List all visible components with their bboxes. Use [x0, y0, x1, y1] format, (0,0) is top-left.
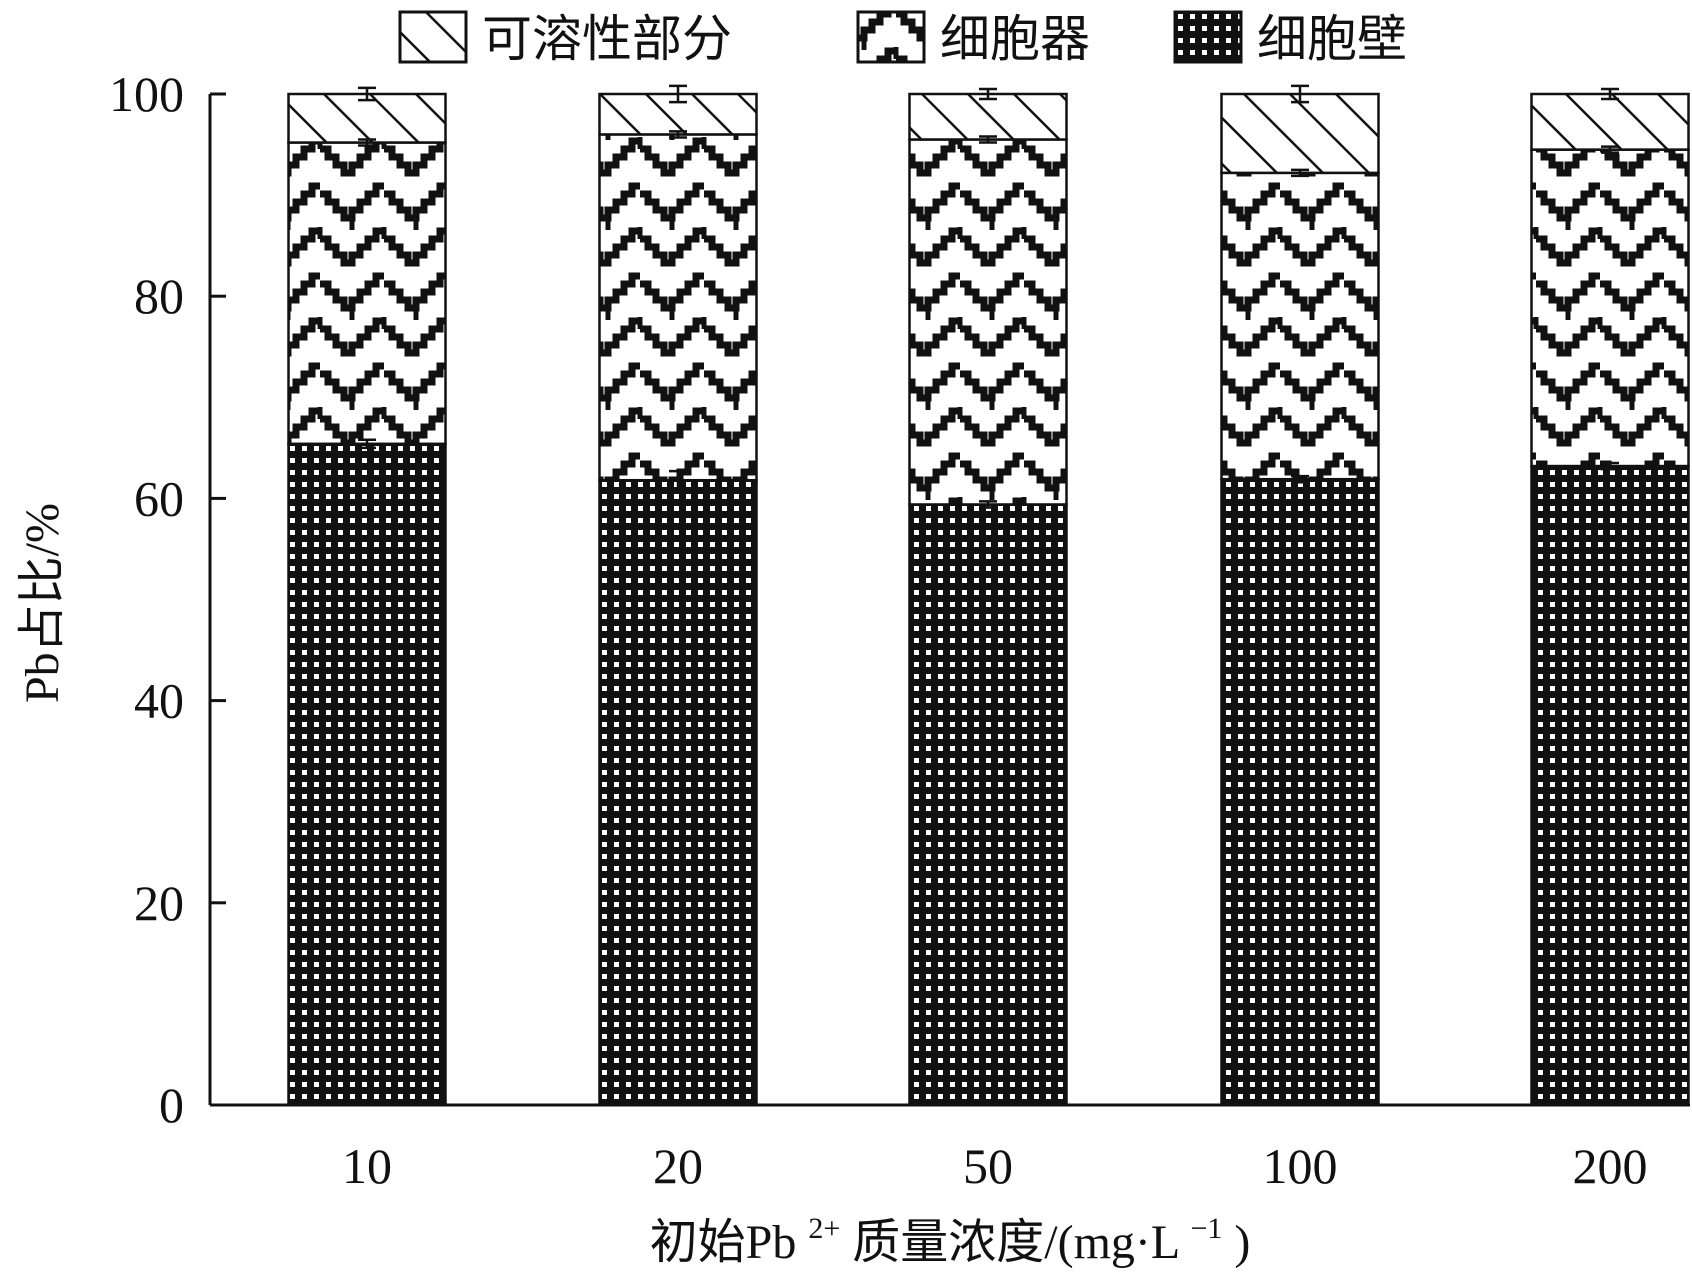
error-bar-soluble-200: [1601, 87, 1619, 101]
y-tick-label: 80: [134, 268, 184, 324]
x-tick-label: 100: [1263, 1138, 1338, 1194]
error-bar-soluble-10: [358, 86, 376, 102]
x-axis-title-close: ): [1234, 1216, 1250, 1269]
bar-group-10: [287, 86, 447, 1107]
legend-swatch-cell-wall: [1173, 10, 1243, 64]
bar-cell-wall-20: [598, 478, 758, 1107]
y-tick-label: 100: [109, 66, 184, 122]
error-bar-cell-wall-10: [358, 438, 376, 450]
y-tick-label: 0: [159, 1077, 184, 1133]
legend-item-organelle: 细胞器: [856, 10, 1090, 67]
error-bar-organelle-20: [669, 130, 687, 139]
bar-cell-wall-200: [1530, 464, 1690, 1107]
legend-label-organelle: 细胞器: [940, 11, 1090, 67]
legend-swatch-organelle: [856, 10, 926, 64]
legend-item-soluble: 可溶性部分: [398, 10, 732, 67]
bar-group-50: [908, 87, 1068, 1107]
error-bar-organelle-10: [358, 138, 376, 147]
bar-organelle-100: [1220, 171, 1380, 481]
x-axis-title-sup: 2+: [808, 1212, 840, 1245]
y-tick-label: 20: [134, 875, 184, 931]
bar-cell-wall-50: [908, 503, 1068, 1107]
bar-cell-wall-10: [287, 442, 447, 1107]
x-tick-label: 10: [342, 1138, 392, 1194]
y-tick-label: 40: [134, 673, 184, 729]
bar-soluble-50: [908, 92, 1068, 141]
bar-soluble-10: [287, 92, 447, 144]
legend-item-cell-wall: 细胞壁: [1173, 10, 1407, 67]
error-bar-organelle-50: [979, 135, 997, 144]
bar-group-20: [598, 84, 758, 1107]
error-bar-soluble-20: [669, 84, 687, 104]
legend-label-cell-wall: 细胞壁: [1257, 11, 1407, 67]
error-bar-organelle-200: [1601, 145, 1619, 154]
bar-soluble-200: [1530, 92, 1690, 151]
bar-organelle-200: [1530, 148, 1690, 468]
bar-cell-wall-100: [1220, 477, 1380, 1107]
error-bar-cell-wall-50: [979, 500, 997, 509]
bar-organelle-10: [287, 141, 447, 446]
x-axis-title-main: 初始Pb: [650, 1216, 797, 1269]
bars: [287, 84, 1690, 1107]
error-bar-soluble-100: [1291, 84, 1309, 104]
x-tick-label: 50: [963, 1138, 1013, 1194]
bar-organelle-50: [908, 138, 1068, 506]
x-tick-label: 200: [1573, 1138, 1648, 1194]
y-axis-title: Pb占比/%: [16, 503, 69, 703]
error-bar-cell-wall-20: [669, 469, 687, 491]
bar-organelle-20: [598, 133, 758, 482]
x-axis: 10 20 50 100 200: [210, 1103, 1690, 1194]
error-bar-cell-wall-100: [1291, 474, 1309, 484]
error-bar-soluble-50: [979, 87, 997, 101]
bar-group-100: [1220, 84, 1380, 1107]
x-axis-title: 初始Pb 2+ 质量浓度/(mg·L −1 ): [650, 1196, 1251, 1269]
legend-swatch-soluble: [398, 10, 468, 64]
bar-soluble-100: [1220, 92, 1380, 175]
y-axis: 0 20 40 60 80 100: [109, 66, 226, 1133]
error-bar-organelle-100: [1291, 168, 1309, 178]
x-axis-title-unit-sup: −1: [1190, 1212, 1222, 1245]
x-axis-title-unit: 质量浓度/(mg·L: [852, 1216, 1178, 1269]
bar-soluble-20: [598, 92, 758, 136]
error-bar-cell-wall-200: [1601, 461, 1619, 471]
x-tick-label: 20: [653, 1138, 703, 1194]
legend: 可溶性部分 细胞器 细胞壁: [398, 10, 1407, 67]
bar-group-200: [1530, 87, 1690, 1107]
y-tick-label: 60: [134, 470, 184, 526]
legend-label-soluble: 可溶性部分: [482, 11, 732, 67]
